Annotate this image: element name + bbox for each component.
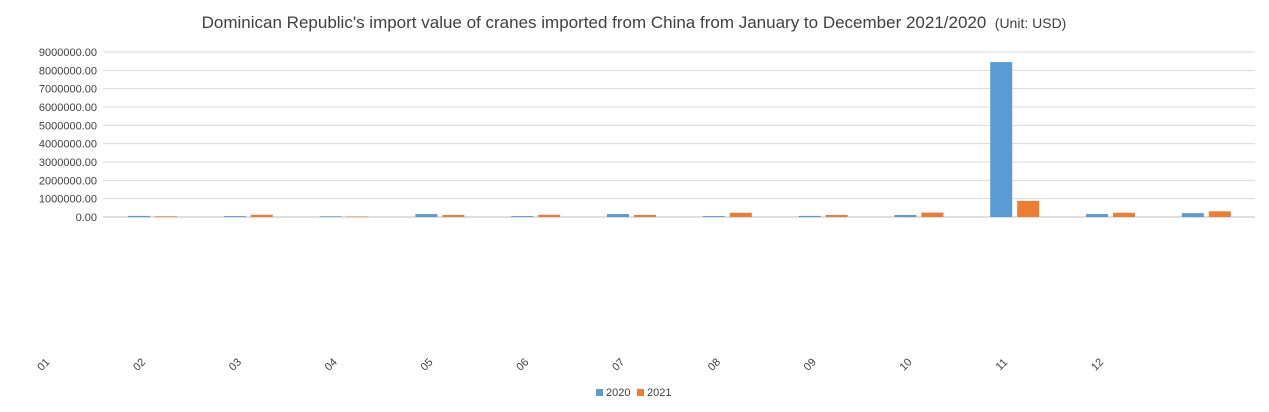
bar-2020-01 xyxy=(128,215,150,217)
bar-2020-09 xyxy=(894,214,917,217)
y-tick-label: 7000000.00 xyxy=(39,84,97,96)
bar-2020-03 xyxy=(319,216,342,217)
chart-title-main: Dominican Republic's import value of cra… xyxy=(202,13,987,32)
bar-2020-07 xyxy=(702,216,725,217)
legend-label-2021: 2021 xyxy=(647,387,671,399)
gridlines xyxy=(103,51,1255,218)
bar-2020-04 xyxy=(415,214,438,217)
bar-2020-02 xyxy=(223,216,246,217)
y-axis: 0.00 1000000.00 2000000.00 3000000.00 400000… xyxy=(39,47,97,224)
y-tick-label: 8000000.00 xyxy=(39,65,97,77)
y-tick-label: 3000000.00 xyxy=(39,157,97,169)
bar-2020-06 xyxy=(607,214,629,217)
x-tick-label: 08 xyxy=(706,356,723,373)
x-tick-label: 01 xyxy=(35,356,52,373)
y-tick-label: 9000000.00 xyxy=(39,47,97,59)
x-tick-label: 05 xyxy=(419,356,436,373)
y-tick-label: 1000000.00 xyxy=(39,194,97,206)
x-tick-label: 07 xyxy=(610,356,627,373)
x-tick-label: 04 xyxy=(323,356,340,373)
legend-swatch-2020 xyxy=(596,389,603,396)
bar-2020-12 xyxy=(1181,213,1204,217)
y-tick-label: 5000000.00 xyxy=(39,120,97,132)
chart-title: Dominican Republic's import value of cra… xyxy=(202,13,1067,32)
legend: 2020 2021 xyxy=(596,387,671,399)
bar-2021-05 xyxy=(538,214,561,217)
bar-2021-02 xyxy=(250,214,273,217)
bar-2020-10 xyxy=(990,62,1013,218)
bar-2021-08 xyxy=(825,214,848,217)
x-tick-label: 03 xyxy=(227,356,244,373)
bar-2020-08 xyxy=(798,215,821,217)
x-tick-label: 02 xyxy=(131,356,148,373)
bar-2021-09 xyxy=(921,212,944,217)
bar-2020-11 xyxy=(1086,214,1108,217)
x-tick-label: 06 xyxy=(514,356,531,373)
bar-2021-10 xyxy=(1017,200,1040,217)
bar-2021-06 xyxy=(634,214,656,217)
bar-2021-03 xyxy=(346,216,369,217)
legend-label-2020: 2020 xyxy=(606,387,630,399)
x-tick-label: 10 xyxy=(898,356,915,373)
y-tick-label: 6000000.00 xyxy=(39,102,97,114)
bar-2020-05 xyxy=(511,216,534,217)
bar-2021-04 xyxy=(442,214,465,217)
legend-swatch-2021 xyxy=(637,389,644,396)
x-tick-label: 11 xyxy=(994,357,1011,374)
bar-2021-01 xyxy=(155,216,177,217)
y-tick-label: 4000000.00 xyxy=(39,139,97,151)
bar-2021-12 xyxy=(1208,211,1231,217)
chart-title-unit: (Unit: USD) xyxy=(995,15,1067,31)
x-axis: 01 02 03 04 05 06 07 08 09 10 11 12 xyxy=(35,356,1106,373)
x-tick-label: 09 xyxy=(802,356,819,373)
x-tick-label: 12 xyxy=(1089,356,1106,373)
y-tick-label: 2000000.00 xyxy=(39,175,97,187)
bar-2021-07 xyxy=(729,212,752,217)
bars xyxy=(128,62,1231,218)
bar-2021-11 xyxy=(1113,212,1135,217)
y-tick-label: 0.00 xyxy=(76,212,97,224)
